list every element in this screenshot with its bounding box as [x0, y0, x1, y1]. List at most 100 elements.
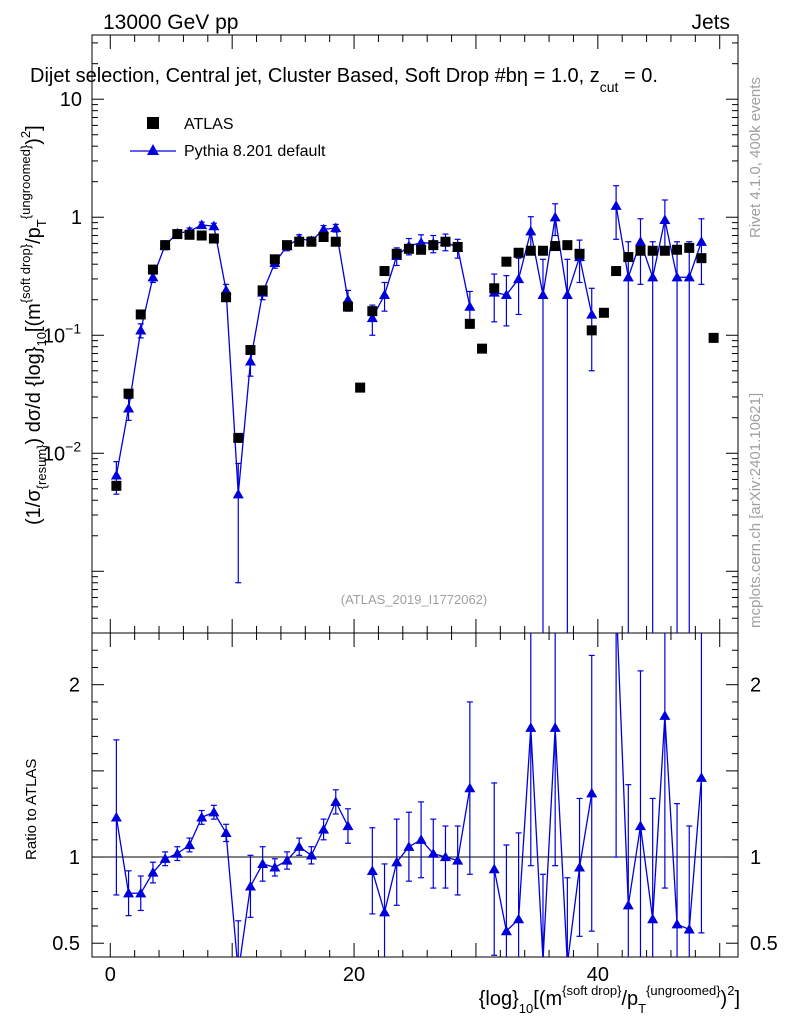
- mcplots-label: mcplots.cern.ch [arXiv:2401.10621]: [747, 393, 764, 628]
- legend-pythia-label: Pythia 8.201 default: [184, 143, 326, 160]
- pythia-point: [135, 324, 147, 335]
- ratio-point: [500, 925, 512, 936]
- atlas-point: [257, 285, 268, 296]
- ratio-point: [135, 887, 147, 898]
- atlas-point: [501, 256, 512, 267]
- x-tick-label: 0: [105, 964, 116, 986]
- ratio-y-tick-label: 2: [69, 675, 80, 697]
- atlas-point: [160, 240, 171, 251]
- ratio-point: [318, 823, 330, 834]
- atlas-point: [659, 245, 670, 256]
- atlas-point: [611, 266, 622, 277]
- main-y-tick-label: 10: [60, 89, 82, 111]
- atlas-point: [172, 229, 183, 240]
- pythia-point: [196, 219, 208, 230]
- atlas-point: [562, 240, 573, 251]
- atlas-point: [318, 231, 329, 242]
- atlas-point: [208, 233, 219, 244]
- analysis-id: (ATLAS_2019_I1772062): [341, 592, 487, 607]
- atlas-point: [513, 247, 524, 258]
- ratio-point: [269, 861, 281, 872]
- atlas-point: [135, 309, 146, 320]
- pythia-point: [147, 271, 159, 282]
- pythia-point: [549, 211, 561, 222]
- atlas-point: [355, 382, 366, 393]
- atlas-point: [428, 240, 439, 251]
- ratio-point: [525, 722, 537, 732]
- atlas-point: [525, 245, 536, 256]
- atlas-point: [464, 318, 475, 329]
- atlas-point: [635, 245, 646, 256]
- ratio-point: [110, 811, 122, 822]
- ratio-point: [184, 839, 196, 850]
- ratio-point: [452, 854, 464, 865]
- atlas-point: [306, 236, 317, 247]
- ratio-point: [244, 880, 256, 891]
- ratio-point: [208, 806, 220, 817]
- atlas-point: [684, 242, 695, 253]
- pythia-point: [220, 284, 232, 295]
- ratio-y-axis-label: Ratio to ATLAS: [23, 759, 40, 860]
- pythia-point: [537, 289, 549, 299]
- ratio-point: [622, 899, 634, 910]
- pythia-point: [525, 225, 537, 236]
- ratio-point: [488, 863, 500, 874]
- ratio-point: [513, 913, 525, 924]
- main-y-axis-label: (1/σ{resum}) dσ/d {log}10[(m{soft drop}/…: [18, 125, 49, 525]
- pythia-point: [330, 222, 342, 233]
- legend: ATLAS Pythia 8.201 default: [130, 116, 326, 160]
- atlas-point: [379, 266, 390, 277]
- ratio-point: [257, 858, 269, 869]
- ratio-y-tick-label-right: 1: [750, 847, 761, 869]
- main-y-tick-label: 10−2: [43, 438, 81, 465]
- pythia-point: [232, 488, 244, 499]
- pythia-point: [110, 469, 122, 480]
- ratio-point: [574, 861, 586, 872]
- pythia-point: [622, 271, 634, 282]
- atlas-point: [184, 229, 195, 240]
- ratio-plot-frame: [91, 632, 739, 958]
- atlas-point: [537, 245, 548, 256]
- pythia-point: [244, 355, 256, 366]
- pythia-point: [683, 271, 695, 282]
- ratio-y-tick-label: 0.5: [52, 933, 80, 955]
- atlas-point: [696, 253, 707, 264]
- main-y-axis: 10 1 10−1 10−2: [43, 42, 738, 634]
- atlas-point: [598, 307, 609, 318]
- atlas-point: [282, 240, 293, 251]
- atlas-point: [391, 248, 402, 259]
- ratio-point: [293, 841, 305, 851]
- ratio-line: [616, 633, 703, 931]
- ratio-point: [562, 958, 573, 968]
- pythia-point: [208, 220, 220, 231]
- ratio-point: [541, 954, 545, 957]
- atlas-point: [623, 252, 634, 263]
- ratio-series: [110, 593, 707, 968]
- x-axis: 0 20 40: [105, 35, 721, 986]
- pythia-point: [561, 289, 573, 299]
- ratio-y-tick-label-right: 2: [750, 675, 761, 697]
- ratio-point: [366, 865, 378, 875]
- atlas-point: [147, 264, 158, 275]
- ratio-point: [611, 593, 622, 603]
- pythia-point: [695, 236, 707, 246]
- atlas-point: [452, 241, 463, 252]
- ratio-point: [671, 918, 683, 929]
- x-tick-label: 40: [587, 964, 609, 986]
- ratio-line: [493, 727, 593, 957]
- atlas-point: [647, 245, 658, 256]
- atlas-point: [416, 244, 427, 255]
- pythia-point: [123, 402, 135, 413]
- x-tick-label: 20: [343, 964, 365, 986]
- atlas-point: [111, 480, 122, 491]
- ratio-point: [196, 811, 208, 822]
- atlas-point: [489, 283, 500, 294]
- ratio-point: [659, 710, 671, 720]
- pythia-point: [586, 308, 598, 319]
- pythia-point: [318, 223, 330, 234]
- atlas-point: [221, 292, 232, 303]
- energy-label: 13000 GeV pp: [103, 11, 238, 34]
- atlas-point: [233, 432, 244, 443]
- ratio-point: [464, 782, 476, 793]
- ratio-point: [427, 848, 439, 858]
